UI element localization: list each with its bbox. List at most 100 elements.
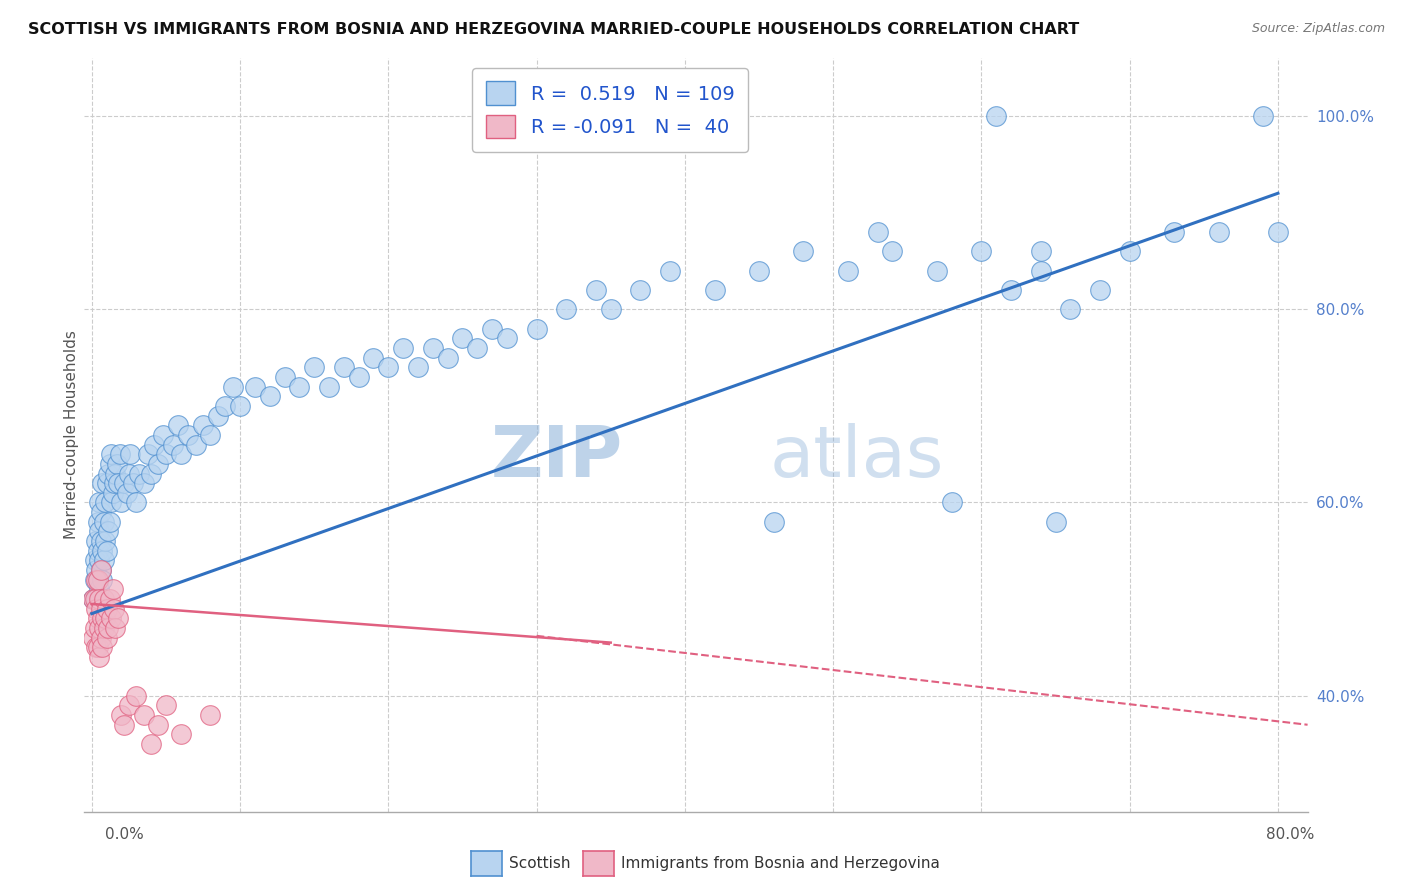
Point [82, 631, 104, 645]
Text: atlas: atlas [769, 423, 943, 492]
Point [89, 495, 111, 509]
Point [83, 592, 105, 607]
Point [98, 457, 121, 471]
Point [207, 409, 229, 423]
Point [1045, 515, 1067, 529]
Text: 0.0%: 0.0% [105, 827, 145, 841]
Point [84, 592, 107, 607]
Point [496, 331, 519, 345]
Point [86, 573, 108, 587]
Point [273, 370, 295, 384]
Point [89, 621, 111, 635]
Point [436, 351, 458, 365]
Point [837, 263, 859, 277]
Point [101, 582, 124, 597]
Point [86, 573, 108, 587]
Point [703, 283, 725, 297]
Legend: R =  0.519   N = 109, R = -0.091   N =  40: R = 0.519 N = 109, R = -0.091 N = 40 [472, 68, 748, 153]
Point [96, 602, 118, 616]
Point [243, 379, 266, 393]
Point [585, 283, 607, 297]
Point [90, 602, 112, 616]
Point [84, 602, 107, 616]
Point [100, 495, 122, 509]
Point [82, 592, 104, 607]
Text: ZIP: ZIP [491, 423, 623, 492]
Point [118, 467, 141, 481]
Point [110, 708, 132, 723]
Point [125, 495, 148, 509]
Point [96, 631, 118, 645]
Text: SCOTTISH VS IMMIGRANTS FROM BOSNIA AND HERZEGOVINA MARRIED-COUPLE HOUSEHOLDS COR: SCOTTISH VS IMMIGRANTS FROM BOSNIA AND H… [28, 22, 1080, 37]
Point [89, 553, 111, 567]
Point [89, 650, 111, 665]
Point [221, 379, 243, 393]
Point [89, 524, 111, 539]
Point [1029, 244, 1052, 259]
Point [100, 447, 122, 461]
Point [1000, 283, 1022, 297]
Point [184, 437, 207, 451]
Point [170, 447, 193, 461]
Point [94, 611, 117, 625]
Point [1088, 283, 1111, 297]
Point [333, 360, 356, 375]
Point [93, 515, 115, 529]
Point [84, 534, 107, 549]
Point [526, 321, 548, 335]
Point [86, 640, 108, 655]
Point [89, 582, 111, 597]
Point [1118, 244, 1140, 259]
Point [89, 592, 111, 607]
Point [128, 467, 150, 481]
Point [101, 485, 124, 500]
Point [970, 244, 993, 259]
Point [1163, 225, 1185, 239]
Point [392, 341, 415, 355]
Point [925, 263, 948, 277]
Point [84, 640, 107, 655]
Point [1059, 302, 1081, 317]
Point [91, 611, 114, 625]
Point [152, 428, 174, 442]
Point [91, 640, 114, 655]
Point [762, 515, 785, 529]
Point [84, 573, 107, 587]
Point [481, 321, 503, 335]
Point [451, 331, 474, 345]
Point [302, 360, 325, 375]
Point [91, 573, 114, 587]
Point [117, 485, 139, 500]
Point [363, 351, 385, 365]
Point [406, 360, 429, 375]
Point [628, 283, 651, 297]
Point [143, 437, 166, 451]
Point [112, 717, 135, 731]
Point [86, 544, 108, 558]
Point [120, 447, 142, 461]
Point [90, 534, 112, 549]
Point [90, 563, 112, 577]
Text: Scottish: Scottish [509, 856, 571, 871]
Point [110, 495, 132, 509]
Point [1251, 109, 1274, 123]
Point [97, 524, 120, 539]
Point [555, 302, 578, 317]
Point [229, 399, 252, 413]
Point [82, 592, 104, 607]
Point [200, 708, 222, 723]
Point [90, 563, 112, 577]
Point [792, 244, 814, 259]
Point [107, 611, 129, 625]
Point [83, 621, 105, 635]
Point [103, 476, 125, 491]
Point [96, 476, 118, 491]
Point [214, 399, 236, 413]
Point [1208, 225, 1230, 239]
Point [122, 476, 145, 491]
Point [90, 631, 112, 645]
Point [139, 467, 162, 481]
Point [347, 370, 370, 384]
Point [177, 428, 200, 442]
Point [86, 515, 108, 529]
